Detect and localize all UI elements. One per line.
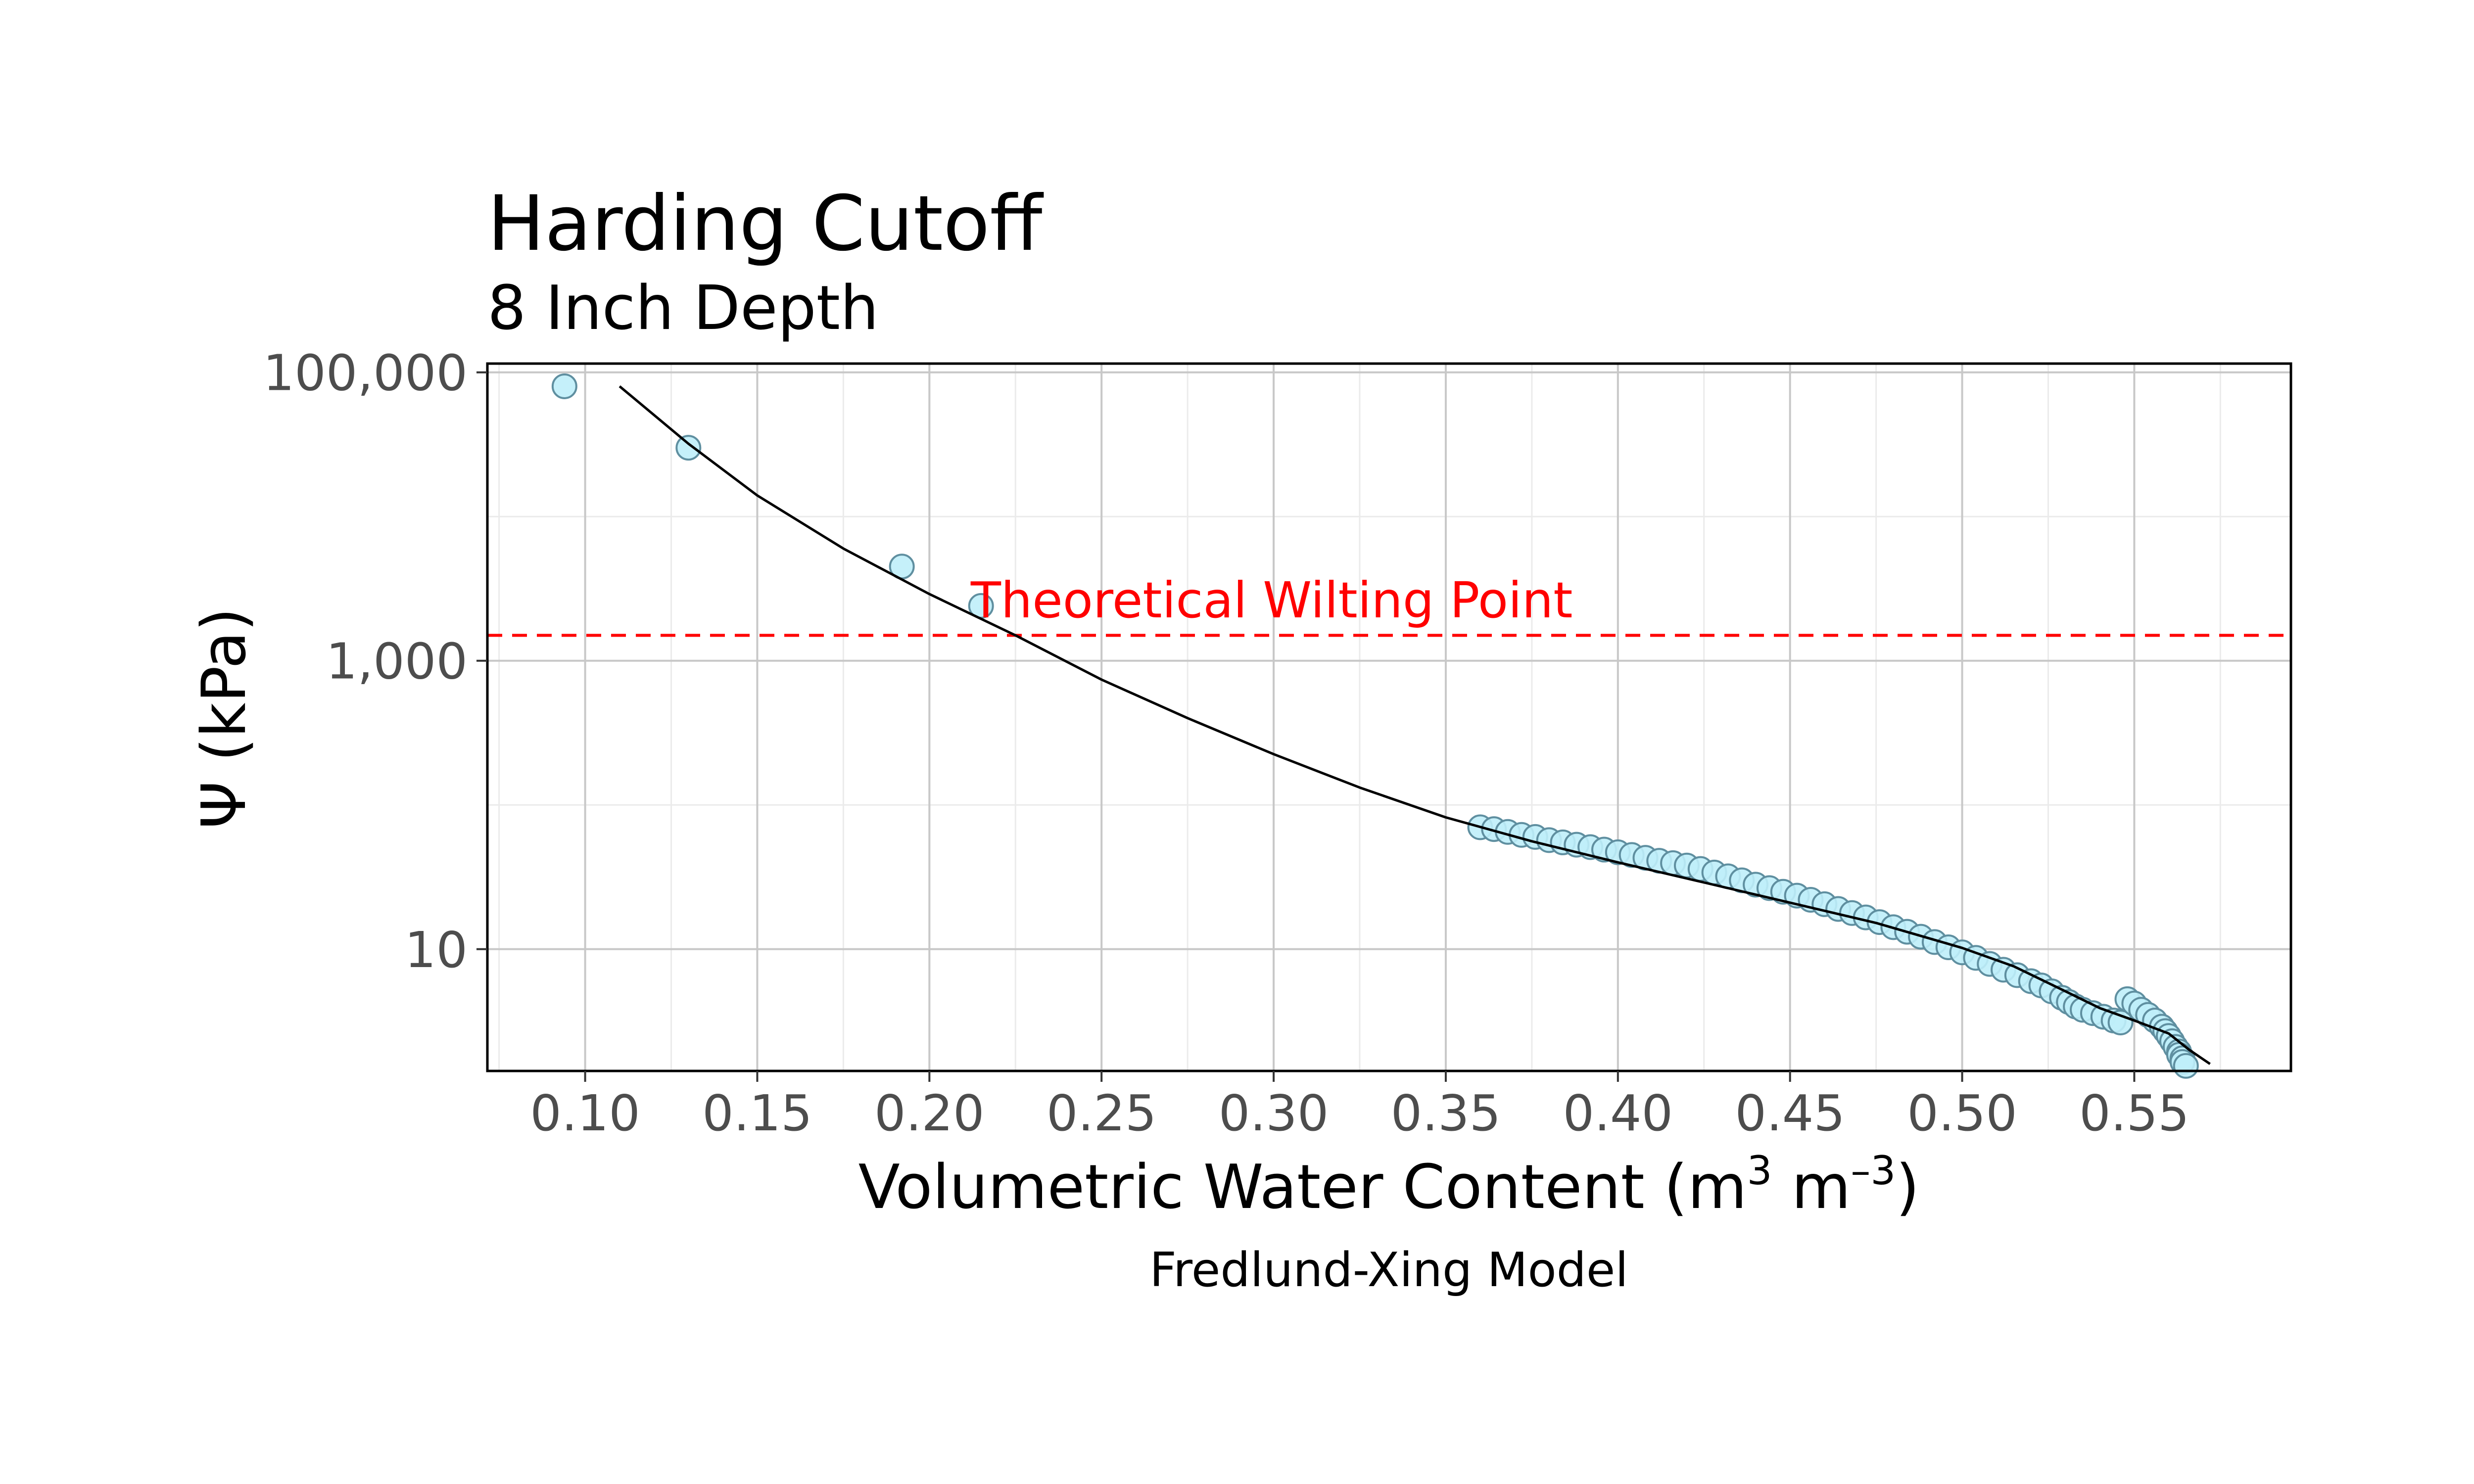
y-tick-label: 10 [405,921,468,979]
y-axis-label: Ψ (kPa) [189,607,260,829]
x-tick-label: 0.35 [1391,1084,1501,1142]
x-tick-label: 0.50 [1907,1084,2017,1142]
x-axis-label-sup2: –3 [1851,1148,1896,1194]
fit-line [618,385,2211,1065]
x-tick-label: 0.25 [1047,1084,1157,1142]
y-tick-label: 1,000 [326,633,468,691]
chart-title: Harding Cutoff [487,180,1044,268]
x-axis-label-part2: m [1772,1152,1851,1223]
chart-caption: Fredlund-Xing Model [1149,1243,1628,1298]
data-point [2173,1053,2199,1079]
grid-layer [487,364,2291,1071]
x-tick-label: 0.30 [1219,1084,1329,1142]
wilting-point-annotation: Theoretical Wilting Point [970,571,1573,629]
y-tick-label: 100,000 [263,344,468,402]
x-tick-label: 0.15 [702,1084,812,1142]
y-axis-ticks: 10 1,000 100,000 [263,344,487,979]
plot-panel-border [486,362,2292,1072]
data-point [551,373,577,399]
x-tick-label: 0.10 [530,1084,640,1142]
x-tick-label: 0.45 [1735,1084,1845,1142]
x-axis-ticks: 0.10 0.15 0.20 0.25 0.30 0.35 0.40 0.45 0.50 0.55 [530,1071,2189,1142]
x-tick-label: 0.40 [1563,1084,1673,1142]
fit-line-layer [618,385,2211,1065]
x-axis-label: Volumetric Water Content (m3 m–3) [858,1148,1920,1223]
x-axis-label-part1: Volumetric Water Content (m [858,1152,1747,1223]
chart-subtitle: 8 Inch Depth [487,273,879,344]
x-axis-label-part3: ) [1896,1152,1919,1223]
x-tick-label: 0.20 [874,1084,985,1142]
data-point [675,435,702,461]
x-axis-label-sup1: 3 [1747,1148,1772,1194]
x-tick-label: 0.55 [2079,1084,2189,1142]
